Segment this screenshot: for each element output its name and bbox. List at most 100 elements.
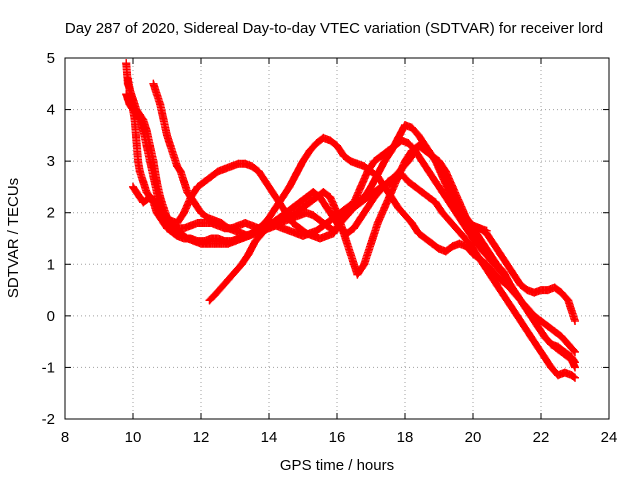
data-point <box>458 219 467 228</box>
data-point <box>159 115 168 124</box>
data-point <box>469 249 477 258</box>
data-point <box>312 193 321 202</box>
data-point <box>506 301 515 310</box>
data-point <box>305 198 314 207</box>
data-point <box>292 229 301 238</box>
data-point <box>214 234 222 243</box>
data-point <box>146 193 154 202</box>
data-point <box>316 216 324 225</box>
data-point <box>207 234 216 243</box>
data-point <box>526 332 535 341</box>
data-point <box>428 239 437 248</box>
data-point <box>469 221 477 230</box>
data-point <box>268 188 277 197</box>
data-point <box>367 239 375 248</box>
data-point <box>428 151 437 160</box>
data-point <box>231 237 239 246</box>
data-point <box>261 177 270 186</box>
data-point <box>285 182 294 191</box>
data-point <box>129 182 137 191</box>
data-point <box>499 291 508 300</box>
data-point <box>496 249 505 258</box>
y-tick-label: -2 <box>42 411 55 428</box>
data-point <box>326 136 335 145</box>
data-point <box>557 288 566 297</box>
data-point <box>407 219 416 228</box>
data-point <box>149 79 158 88</box>
data-point <box>180 208 188 217</box>
data-point <box>271 216 280 225</box>
data-point <box>288 219 297 228</box>
data-point <box>122 90 131 99</box>
x-tick-label: 10 <box>125 429 142 446</box>
data-point <box>571 373 579 382</box>
data-point <box>356 182 365 191</box>
data-point <box>309 211 318 220</box>
data-point <box>404 139 413 148</box>
data-point <box>285 226 294 235</box>
data-point <box>380 157 389 166</box>
data-point <box>411 182 420 191</box>
data-point <box>326 193 335 202</box>
data-point <box>183 234 192 243</box>
data-point <box>135 115 144 124</box>
data-point <box>319 221 328 230</box>
data-point <box>343 208 352 217</box>
data-point <box>146 157 154 166</box>
data-point <box>387 188 396 197</box>
data-point <box>435 244 443 253</box>
data-point <box>373 170 382 179</box>
data-point <box>557 332 566 341</box>
y-tick-label: 5 <box>47 50 55 67</box>
data-point <box>176 167 185 176</box>
data-point <box>207 172 216 181</box>
data-point <box>506 280 515 289</box>
data-point <box>227 162 236 171</box>
data-point <box>125 84 134 93</box>
data-point <box>156 213 165 222</box>
data-point <box>560 350 569 359</box>
x-axis-label: GPS time / hours <box>280 457 394 474</box>
data-point <box>186 193 195 202</box>
data-point <box>193 182 202 191</box>
data-point <box>523 286 532 295</box>
data-point <box>217 219 226 228</box>
data-point <box>479 247 488 256</box>
x-tick-label: 20 <box>465 429 482 446</box>
data-point <box>129 105 137 114</box>
data-point <box>203 239 212 248</box>
data-point <box>390 141 399 150</box>
data-point <box>292 170 301 179</box>
data-point <box>360 162 369 171</box>
data-point <box>169 151 178 160</box>
data-point <box>292 208 301 217</box>
data-point <box>231 268 239 277</box>
data-point <box>401 157 409 166</box>
data-point <box>526 311 535 320</box>
data-marks <box>122 59 579 382</box>
data-point <box>533 322 542 331</box>
data-point <box>217 239 226 248</box>
data-point <box>302 208 311 217</box>
data-point <box>220 164 229 173</box>
data-point <box>142 141 151 150</box>
data-point <box>394 172 403 181</box>
data-point <box>333 141 341 150</box>
data-point <box>224 275 233 284</box>
data-point <box>244 249 253 258</box>
data-point <box>554 345 562 354</box>
data-point <box>224 224 233 233</box>
data-point <box>142 188 151 197</box>
data-point <box>448 242 457 251</box>
data-point <box>482 260 491 269</box>
data-point <box>159 208 168 217</box>
data-point <box>547 340 556 349</box>
data-point <box>322 203 331 212</box>
y-tick-label: 4 <box>47 102 55 119</box>
data-point <box>302 193 311 202</box>
data-point <box>360 260 369 269</box>
data-point <box>285 211 294 220</box>
data-point <box>278 193 287 202</box>
y-tick-label: -1 <box>42 359 55 376</box>
data-point <box>237 229 246 238</box>
